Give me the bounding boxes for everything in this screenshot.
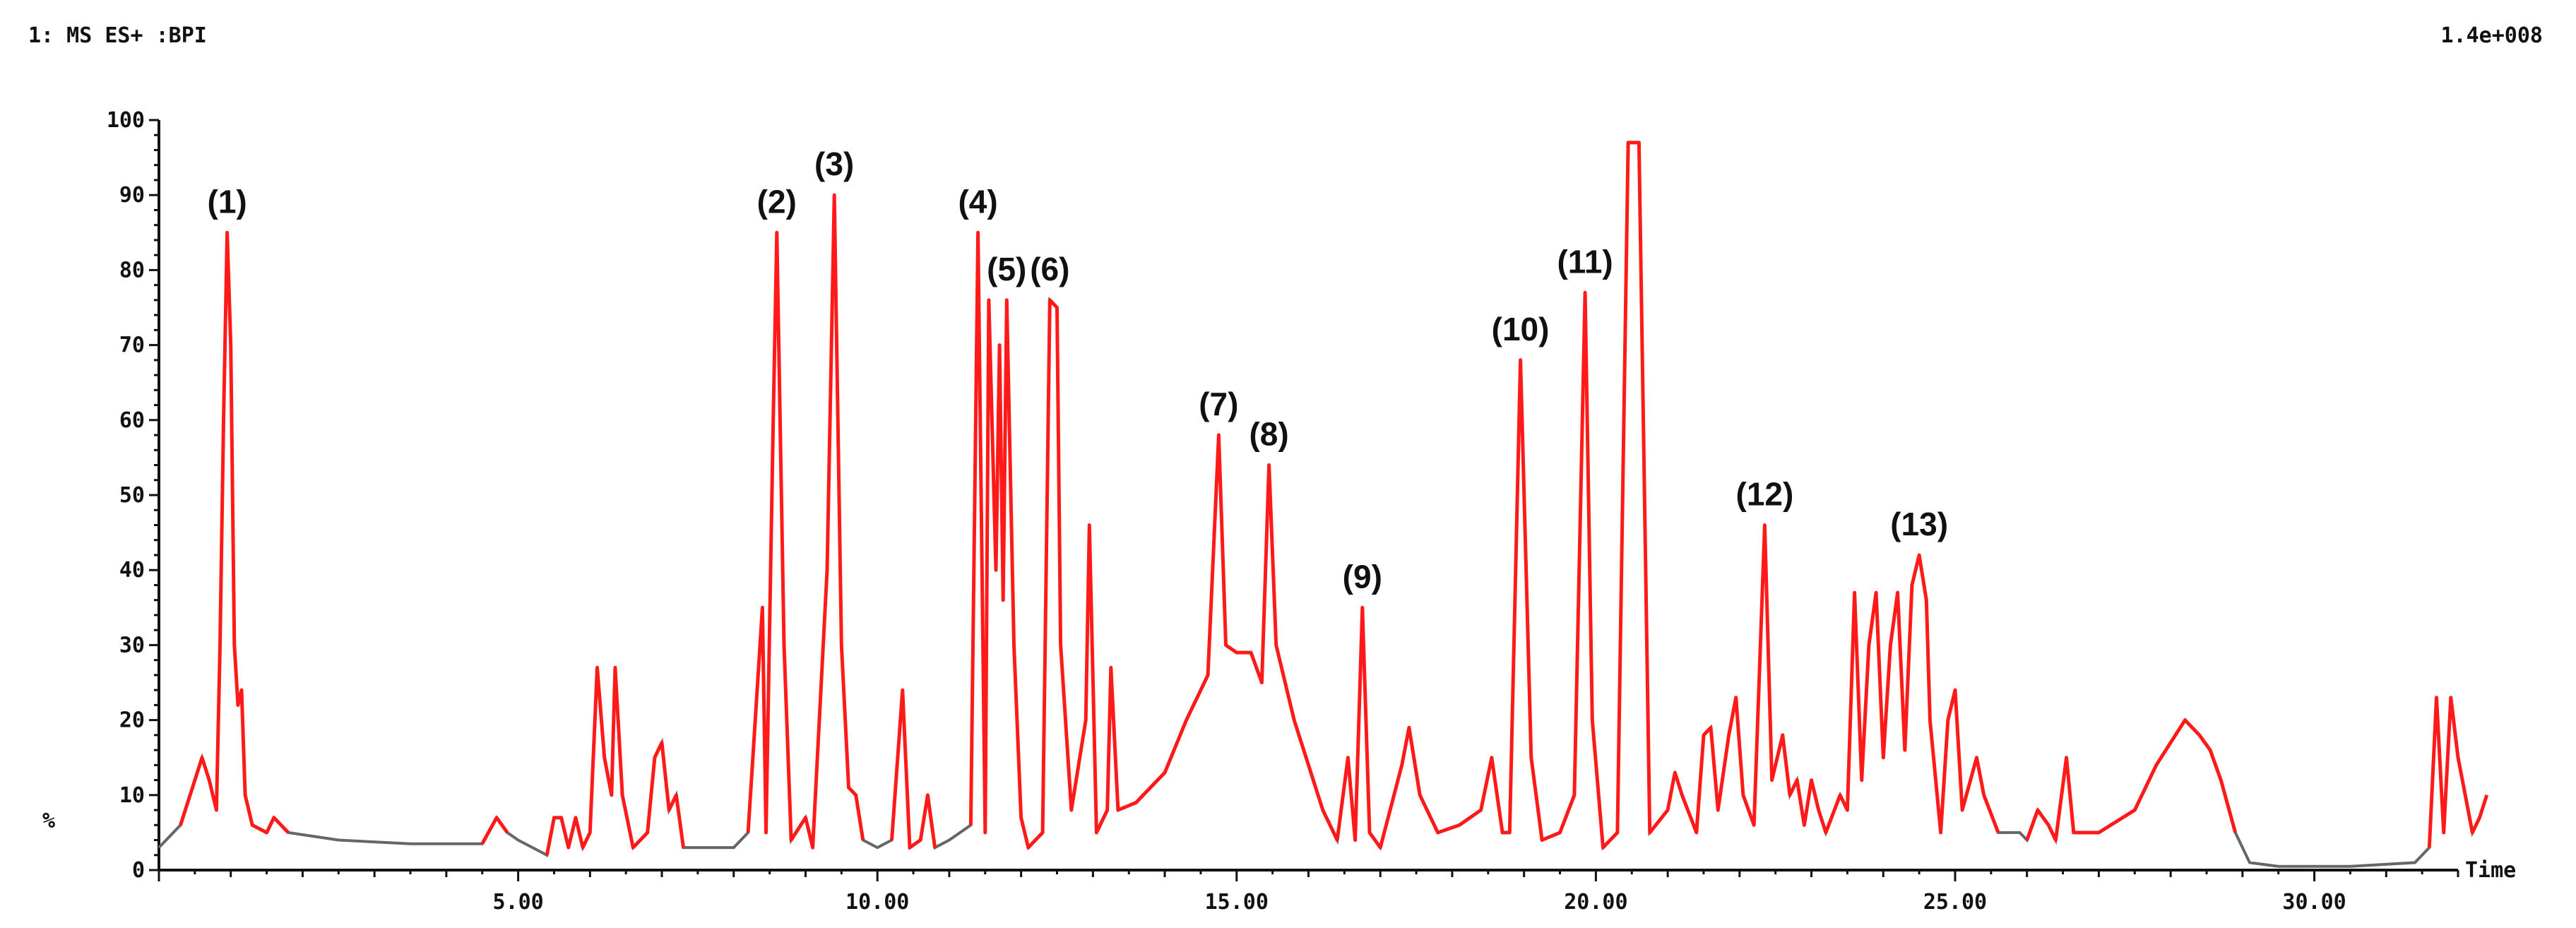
peak-label: (7) <box>1199 386 1238 422</box>
y-tick-label: 90 <box>119 183 145 208</box>
y-tick-label: 40 <box>119 558 145 583</box>
peak-label: (13) <box>1890 506 1948 542</box>
y-ticks: 0 10 20 30 40 50 60 70 80 90 100 <box>107 108 159 883</box>
peak-label: (3) <box>814 145 854 182</box>
x-tick-label: 5.00 <box>492 890 543 915</box>
peak-label: (2) <box>757 183 797 220</box>
peak-label: (6) <box>1030 251 1069 287</box>
y-tick-label: 80 <box>119 258 145 282</box>
x-tick-label: 25.00 <box>1923 890 1987 915</box>
y-tick-label: 0 <box>132 858 145 883</box>
y-tick-label: 10 <box>119 783 145 808</box>
x-tick-label: 15.00 <box>1205 890 1269 915</box>
plot-area <box>158 141 2489 868</box>
peak-label: (1) <box>208 183 247 220</box>
trace-label: 1: MS ES+ :BPI <box>28 23 207 48</box>
y-axis-label: % <box>42 809 55 833</box>
x-tick-label: 30.00 <box>2282 890 2346 915</box>
y-tick-label: 70 <box>119 333 145 358</box>
x-ticks: 5.00 10.00 15.00 20.00 25.00 30.00 <box>158 870 2459 915</box>
y-tick-label: 20 <box>119 708 145 733</box>
peak-label: (12) <box>1736 475 1794 512</box>
y-tick-label: 60 <box>119 408 145 433</box>
axes: % Time <box>42 120 2516 883</box>
y-tick-label: 30 <box>119 633 145 658</box>
peak-label: (10) <box>1492 311 1550 347</box>
peak-label: (4) <box>958 183 997 220</box>
baseline-trace <box>158 141 2488 868</box>
peak-label: (11) <box>1557 243 1613 280</box>
peak-label: (9) <box>1343 558 1382 595</box>
peak-trace <box>179 141 2489 856</box>
peak-annotations: (1) (2) (3) (4) (5) (6) (7) (8) (9) (10)(11) (12) (… <box>208 145 1949 595</box>
peak-label: (5) <box>987 251 1026 287</box>
intensity-label: 1.4e+008 <box>2441 23 2544 48</box>
peak-label: (8) <box>1249 416 1288 453</box>
y-tick-label: 50 <box>119 483 145 508</box>
y-tick-label: 100 <box>107 108 145 133</box>
x-tick-label: 10.00 <box>845 890 909 915</box>
x-tick-label: 20.00 <box>1564 890 1627 915</box>
x-axis-label: Time <box>2465 858 2516 883</box>
